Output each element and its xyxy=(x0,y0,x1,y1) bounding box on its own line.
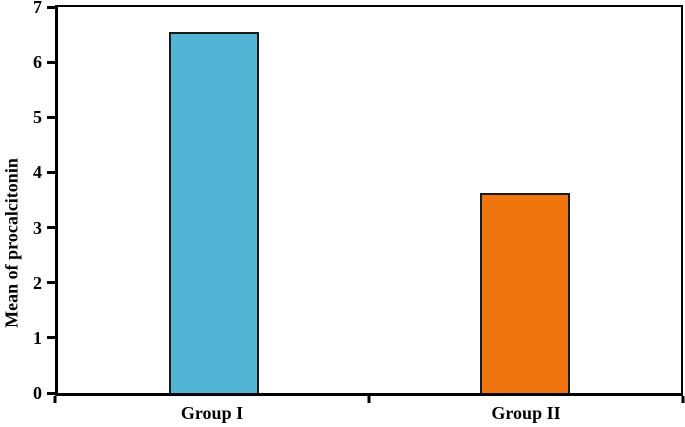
y-tick: 2 xyxy=(4,274,55,292)
category-cell-group-i xyxy=(58,7,370,393)
x-tick-mark xyxy=(367,396,371,403)
y-tick-mark xyxy=(47,226,55,230)
x-axis-ticks xyxy=(53,396,685,403)
x-tick-mark xyxy=(681,396,685,403)
x-label-group-i: Group I xyxy=(180,403,244,423)
y-tick-mark xyxy=(47,60,55,64)
plot-area xyxy=(55,5,683,396)
y-tick-label: 1 xyxy=(33,327,42,348)
x-label-group-ii: Group II xyxy=(491,403,561,423)
y-tick-mark xyxy=(47,391,55,395)
y-tick: 6 xyxy=(4,53,55,71)
y-tick: 0 xyxy=(4,384,55,402)
y-tick: 3 xyxy=(4,219,55,237)
y-tick-mark xyxy=(47,115,55,119)
y-tick-label: 5 xyxy=(33,107,42,128)
y-tick-label: 6 xyxy=(33,52,42,73)
y-tick-label: 0 xyxy=(33,383,42,403)
y-tick-label: 7 xyxy=(33,0,42,17)
bar-group-ii xyxy=(480,192,571,393)
x-tick-mark xyxy=(53,396,57,403)
y-tick-label: 2 xyxy=(33,272,42,293)
y-tick: 1 xyxy=(4,329,55,347)
y-tick-mark xyxy=(47,5,55,9)
category-cell-group-ii xyxy=(370,7,682,393)
y-tick-mark xyxy=(47,281,55,285)
y-tick: 7 xyxy=(4,0,55,16)
y-tick-label: 4 xyxy=(33,162,42,183)
y-tick-mark xyxy=(47,336,55,340)
y-tick-mark xyxy=(47,170,55,174)
y-tick: 5 xyxy=(4,108,55,126)
y-axis: 0 1 2 3 4 5 6 7 xyxy=(0,0,55,402)
x-axis-labels: Group I Group II xyxy=(55,403,683,424)
y-tick-label: 3 xyxy=(33,217,42,238)
y-tick: 4 xyxy=(4,163,55,181)
bar-group-i xyxy=(168,32,259,393)
bars-container xyxy=(58,7,681,393)
